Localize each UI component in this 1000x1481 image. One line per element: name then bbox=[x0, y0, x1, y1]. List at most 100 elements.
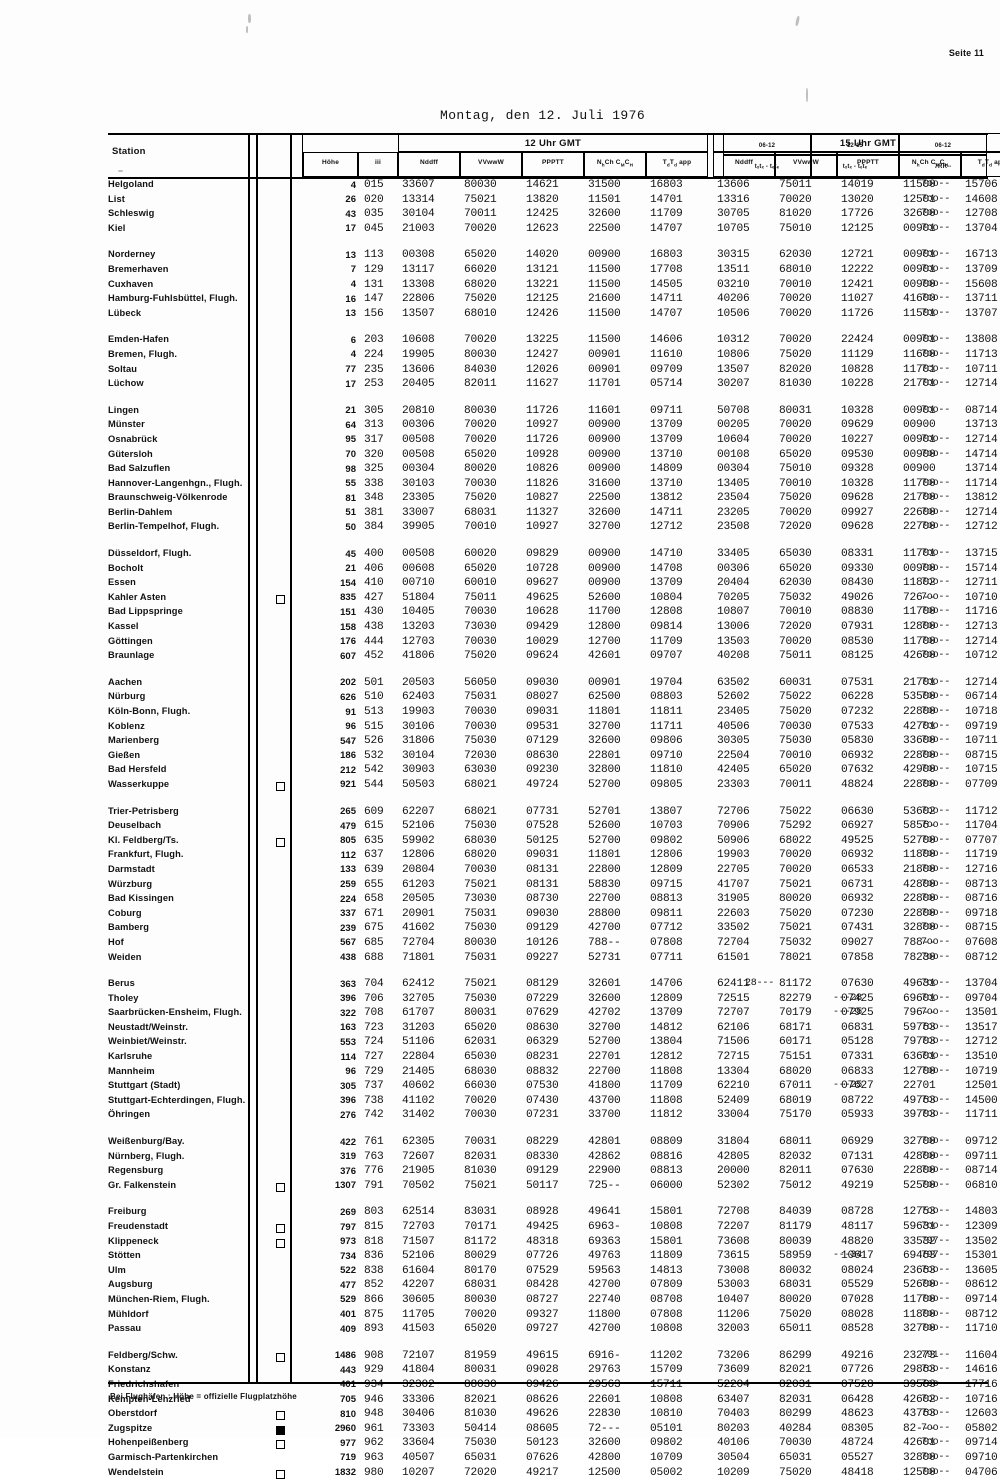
obs-12-group-4: 00900 bbox=[588, 249, 621, 261]
obs-12-group-4: 32800 bbox=[588, 764, 621, 776]
obs-12-group-4: 11800 bbox=[588, 1309, 621, 1321]
station-altitude: 202 bbox=[304, 677, 356, 688]
obs-15-group-3: 12421 bbox=[841, 279, 874, 291]
station-altitude: 26 bbox=[304, 194, 356, 205]
obs-12-group-5: 11709 bbox=[650, 636, 683, 648]
extreme-col-3: 7oo-- bbox=[921, 879, 950, 890]
obs-15-group-3: 08305 bbox=[841, 1423, 874, 1435]
extreme-col-3: 791-- bbox=[921, 1350, 950, 1361]
extreme-col-3: 7oo-- bbox=[921, 264, 950, 275]
obs-15-group-2: 75020 bbox=[779, 492, 812, 504]
obs-12-group-3: 11726 bbox=[526, 405, 559, 417]
station-name: Nürburg bbox=[108, 691, 145, 701]
extreme-col-3: 7oo-- bbox=[921, 779, 950, 790]
station-altitude: 13 bbox=[304, 250, 356, 261]
station-name: Berlin-Dahlem bbox=[108, 507, 172, 517]
obs-15-group-1: 10604 bbox=[717, 434, 750, 446]
obs-15-group-3: 07858 bbox=[841, 952, 874, 964]
obs-12-group-3: 07530 bbox=[526, 1080, 559, 1092]
obs-12-group-5: 13709 bbox=[650, 419, 683, 431]
